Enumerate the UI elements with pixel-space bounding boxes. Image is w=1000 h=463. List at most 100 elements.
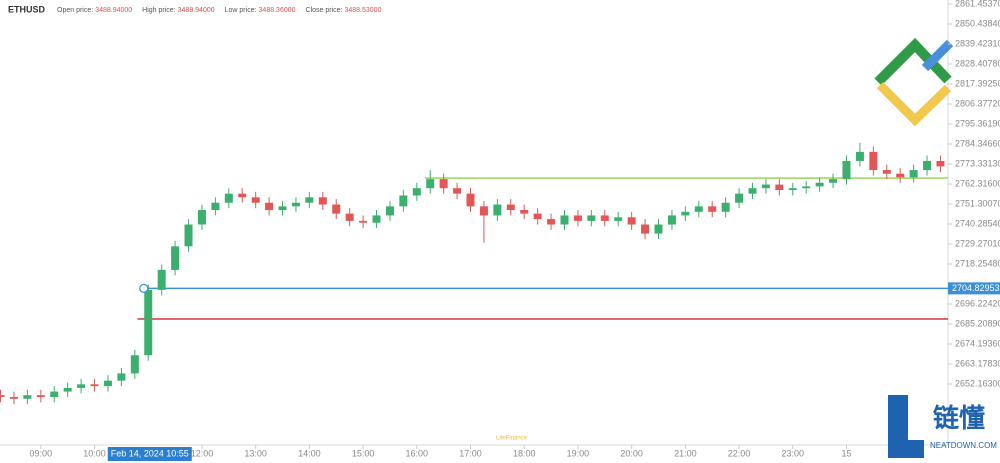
y-tick-label: 2839.42310: [955, 38, 1000, 48]
candle-body: [573, 215, 582, 221]
candle-body: [694, 206, 703, 212]
y-tick-label: 2773.33130: [955, 158, 1000, 168]
y-tick-label: 2729.27010: [955, 238, 1000, 248]
candle-body: [600, 215, 609, 221]
candle-body: [681, 211, 690, 216]
candle-body: [802, 186, 811, 189]
level-label: 2704.82953: [952, 283, 1000, 293]
watermark-litefinance: LiteFinance: [496, 436, 528, 442]
candle-body: [372, 215, 381, 223]
x-tick-label: 12:00: [191, 448, 214, 458]
candle-body: [855, 151, 864, 161]
candle-body: [117, 373, 126, 381]
candle-body: [721, 202, 730, 212]
y-tick-label: 2850.43840: [955, 18, 1000, 28]
info-value: 3488.94000: [95, 7, 132, 14]
candle-body: [385, 206, 394, 216]
watermark-cn: 链懂: [933, 403, 985, 433]
x-tick-label: 19:00: [567, 448, 590, 458]
candle-body: [318, 197, 327, 205]
x-tick-label: 17:00: [459, 448, 482, 458]
candle-body: [224, 193, 233, 203]
candle-body: [654, 224, 663, 234]
info-value: 3488.53000: [344, 7, 381, 14]
candle-body: [896, 173, 905, 178]
info-value: 3488.94000: [178, 7, 215, 14]
y-tick-label: 2663.17830: [955, 358, 1000, 368]
info-value: 3488.36000: [259, 7, 296, 14]
candle-body: [144, 289, 153, 356]
y-tick-label: 2806.37720: [955, 98, 1000, 108]
candle-body: [211, 202, 220, 210]
x-tick-label: 09:00: [30, 448, 53, 458]
y-tick-label: 2751.30070: [955, 198, 1000, 208]
candle-body: [36, 395, 45, 398]
candle-body: [909, 170, 918, 178]
candle-body: [708, 206, 717, 212]
candle-body: [103, 380, 112, 387]
candle-body: [614, 217, 623, 221]
candle-body: [842, 160, 851, 180]
candle-body: [560, 215, 569, 225]
y-tick-label: 2861.45370: [955, 0, 1000, 8]
candle-body: [506, 204, 515, 210]
candle-body: [291, 202, 300, 207]
candle-body: [882, 170, 891, 174]
candle-body: [0, 395, 5, 398]
candle-body: [399, 195, 408, 207]
candle-body: [533, 213, 542, 220]
candle-body: [936, 160, 945, 167]
y-tick-label: 2784.34660: [955, 138, 1000, 148]
candle-body: [547, 219, 556, 225]
y-tick-label: 2740.28540: [955, 218, 1000, 228]
candle-body: [641, 224, 650, 234]
candle-body: [748, 188, 757, 194]
x-tick-label: 23:00: [782, 448, 805, 458]
candle-body: [775, 184, 784, 191]
y-tick-label: 2696.22420: [955, 298, 1000, 308]
candle-body: [426, 179, 435, 189]
y-tick-label: 2817.39250: [955, 78, 1000, 88]
x-tick-label: 10:00: [83, 448, 106, 458]
candle-body: [439, 179, 448, 189]
candle-body: [829, 179, 838, 183]
candle-body: [359, 220, 368, 223]
candle-body: [251, 197, 260, 203]
x-tick-label: 14:00: [298, 448, 321, 458]
info-label: Close price:: [306, 7, 343, 14]
candle-body: [466, 193, 475, 207]
y-tick-label: 2828.40780: [955, 58, 1000, 68]
candle-body: [735, 193, 744, 203]
candle-body: [667, 215, 676, 225]
neatdown-logo: [888, 395, 924, 458]
candle-body: [332, 204, 341, 214]
y-tick-label: 2762.31600: [955, 178, 1000, 188]
symbol: ETHUSD: [8, 4, 46, 14]
candle-body: [761, 184, 770, 189]
litefinance-logo: [874, 37, 954, 127]
candle-body: [345, 213, 354, 221]
candle-body: [23, 395, 32, 399]
candle-body: [493, 204, 502, 216]
candle-body: [9, 397, 18, 399]
candle-body: [412, 188, 421, 196]
level-label-box: [948, 282, 1000, 295]
candle-body: [130, 355, 139, 374]
candle-body: [627, 217, 636, 225]
candle-body: [171, 246, 180, 270]
candle-body: [305, 197, 314, 203]
x-tick-label: 16:00: [406, 448, 429, 458]
candle-body: [788, 188, 797, 191]
y-tick-label: 2685.20890: [955, 318, 1000, 328]
candle-body: [157, 269, 166, 290]
candle-body: [63, 387, 72, 392]
candle-body: [520, 209, 529, 214]
x-tick-label: 21:00: [674, 448, 697, 458]
info-label: Low price:: [225, 7, 257, 14]
candle-body: [50, 391, 59, 398]
x-tick-label: 15: [841, 448, 851, 458]
crosshair-point: [139, 283, 149, 293]
candle-body: [923, 160, 932, 171]
